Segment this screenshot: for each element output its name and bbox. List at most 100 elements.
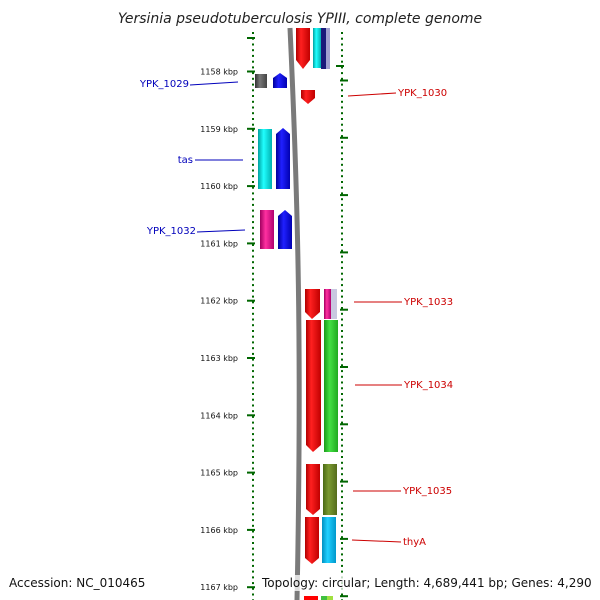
tick-minor — [341, 450, 343, 453]
tick-minor — [341, 507, 343, 510]
tick-minor — [341, 54, 343, 57]
tick-minor — [252, 135, 254, 138]
genome-backbone — [287, 27, 302, 600]
tick-major — [247, 242, 255, 245]
tick-major — [336, 65, 344, 67]
tick-minor — [341, 341, 343, 344]
tick-minor — [341, 318, 343, 321]
kbp-label: 1160 kbp — [200, 182, 238, 191]
tick-major — [247, 299, 255, 302]
tick-minor — [341, 163, 343, 166]
gene-ypk-1032 — [260, 210, 292, 249]
tick-minor — [341, 249, 343, 252]
tick-minor — [341, 456, 343, 458]
top-partial-genes — [296, 28, 330, 69]
tick-minor — [341, 352, 343, 355]
tick-minor — [252, 438, 254, 441]
tick-minor — [252, 186, 254, 189]
tick-minor — [341, 198, 343, 201]
tick-minor — [252, 381, 254, 384]
tick-minor — [252, 341, 254, 344]
tick-minor — [252, 226, 254, 229]
tick-minor — [341, 381, 343, 384]
label-ypk-1033[interactable]: YPK_1033 — [403, 297, 453, 308]
tick-minor — [341, 49, 343, 52]
kbp-label: 1159 kbp — [200, 125, 238, 134]
tick-minor — [341, 496, 343, 499]
tick-minor — [341, 112, 343, 115]
tick-minor — [252, 324, 254, 327]
tick-minor — [252, 284, 254, 287]
tick-minor — [252, 77, 254, 80]
tick-minor — [252, 272, 254, 275]
kbp-label: 1162 kbp — [200, 297, 238, 306]
tick-minor — [341, 473, 343, 476]
tick-minor — [252, 375, 254, 378]
label-thya[interactable]: thyA — [403, 537, 426, 548]
tick-minor — [341, 559, 343, 562]
tick-minor — [341, 438, 343, 441]
tick-minor — [252, 266, 254, 269]
tick-minor — [341, 135, 343, 138]
tick-major — [340, 480, 348, 483]
kbp-label: 1158 kbp — [200, 68, 238, 77]
tick-minor — [252, 163, 254, 166]
label-ypk-1032[interactable]: YPK_1032 — [146, 226, 196, 237]
label-ypk-1030[interactable]: YPK_1030 — [397, 88, 447, 99]
tick-minor — [252, 582, 254, 585]
left-tick-scale — [247, 32, 255, 600]
tick-minor — [252, 450, 254, 453]
tick-minor — [341, 347, 343, 350]
tick-minor — [252, 140, 254, 143]
tick-major — [247, 414, 255, 417]
kbp-label: 1165 kbp — [200, 469, 238, 478]
tick-minor — [341, 272, 343, 275]
right-tick-scale — [336, 32, 348, 600]
kbp-label: 1166 kbp — [200, 526, 238, 535]
tick-minor — [252, 112, 254, 115]
tick-minor — [341, 261, 343, 264]
tick-minor — [341, 32, 343, 34]
tick-major — [247, 70, 255, 73]
tick-major — [340, 79, 348, 82]
label-ypk-1034[interactable]: YPK_1034 — [403, 380, 453, 391]
kbp-label: 1163 kbp — [200, 354, 238, 363]
label-tas[interactable]: tas — [178, 155, 193, 166]
tick-minor — [252, 501, 254, 504]
tick-minor — [252, 490, 254, 493]
tick-minor — [252, 478, 254, 481]
tick-minor — [341, 146, 343, 149]
tick-minor — [341, 530, 343, 533]
gene-navy-top — [321, 28, 326, 69]
tick-minor — [341, 461, 343, 464]
tick-minor — [252, 158, 254, 161]
tick-minor — [341, 186, 343, 189]
tick-minor — [341, 547, 343, 550]
tick-major — [247, 185, 255, 188]
tick-minor — [252, 507, 254, 510]
tick-major — [247, 586, 255, 589]
tick-minor — [341, 129, 343, 132]
tick-minor — [341, 501, 343, 504]
tick-minor — [341, 238, 343, 241]
tick-minor — [341, 307, 343, 309]
tick-minor — [252, 547, 254, 550]
gene-ypk-1035 — [306, 464, 337, 515]
tick-minor — [341, 181, 343, 183]
tick-minor — [341, 106, 343, 109]
kbp-label: 1164 kbp — [200, 411, 238, 420]
tick-minor — [341, 215, 343, 218]
tick-minor — [252, 335, 254, 338]
tick-minor — [341, 192, 343, 195]
tick-minor — [341, 100, 343, 103]
label-ypk-1029[interactable]: YPK_1029 — [139, 79, 189, 90]
tick-minor — [252, 192, 254, 195]
tick-minor — [252, 146, 254, 149]
tick-minor — [252, 100, 254, 103]
tick-minor — [341, 37, 343, 40]
tick-minor — [252, 536, 254, 539]
tick-minor — [252, 181, 254, 183]
tick-minor — [341, 140, 343, 143]
label-ypk-1035[interactable]: YPK_1035 — [402, 486, 452, 497]
tick-minor — [252, 404, 254, 407]
